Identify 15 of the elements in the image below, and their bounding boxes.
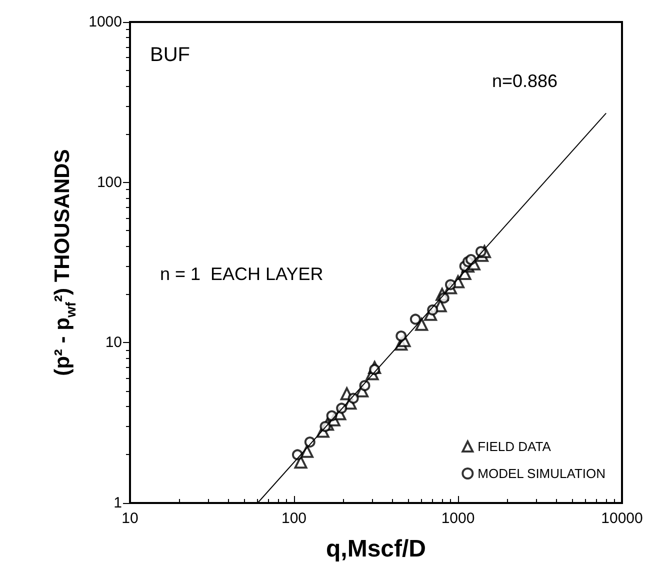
x-tick-label: 1000 [441,510,475,527]
x-axis-title: q,Mscf/D [326,536,426,562]
annotation: n = 1 EACH LAYER [160,264,324,284]
x-tick-label: 10000 [601,510,643,527]
annotation: BUF [150,44,190,66]
annotation: n=0.886 [492,71,558,91]
y-axis-title: (p² - pwf²) THOUSANDS [51,149,79,376]
x-tick-label: 100 [281,510,307,527]
y-tick-label: 100 [96,174,122,191]
y-tick-label: 1000 [88,14,122,30]
legend-label: MODEL SIMULATION [478,466,606,481]
y-tick-label: 10 [105,334,122,352]
x-tick-label: 10 [122,510,138,527]
legend-label: FIELD DATA [478,439,552,454]
y-tick-label: 1 [114,494,122,512]
